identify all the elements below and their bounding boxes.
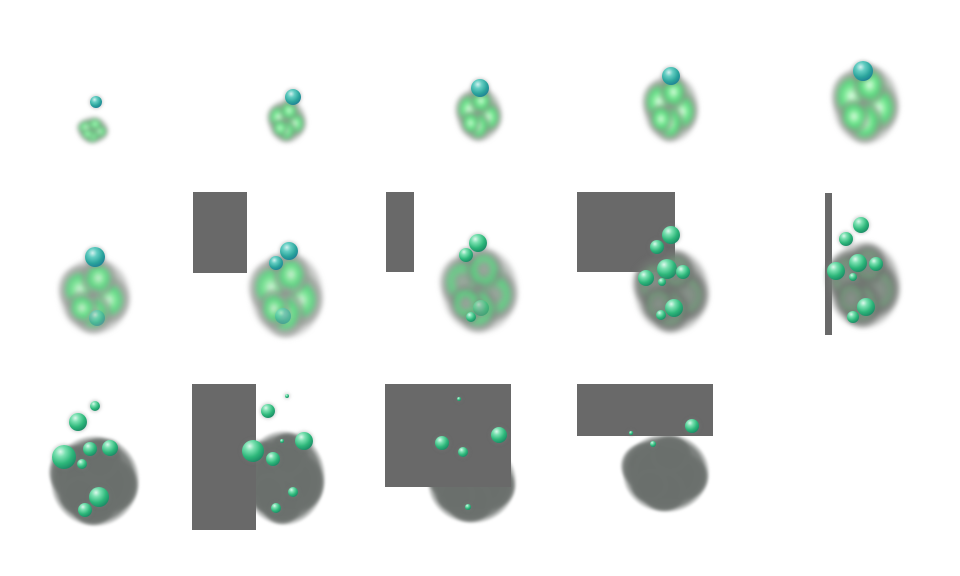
particle-ball xyxy=(471,79,489,97)
particle-ball xyxy=(869,257,883,271)
particle-ball xyxy=(271,503,281,513)
particle-ball xyxy=(656,310,666,320)
particle-ball xyxy=(83,442,97,456)
particle-ball xyxy=(52,445,76,469)
particle-ball xyxy=(458,447,468,457)
smoke-cloud xyxy=(829,62,901,146)
particle-ball xyxy=(89,310,105,326)
particle-ball xyxy=(266,452,280,466)
particle-ball xyxy=(90,96,102,108)
particle-ball xyxy=(77,459,87,469)
particle-ball xyxy=(465,504,471,510)
particle-ball xyxy=(638,270,654,286)
particle-ball xyxy=(857,298,875,316)
particle-ball xyxy=(288,487,298,497)
particle-ball xyxy=(853,61,873,81)
smoke-cloud xyxy=(438,245,520,335)
particle-ball xyxy=(90,401,100,411)
smoke-cloud xyxy=(266,98,307,144)
occluder-rect xyxy=(385,384,511,487)
particle-ball xyxy=(280,439,284,443)
particle-ball xyxy=(847,311,859,323)
smoke-cloud xyxy=(620,433,710,513)
particle-ball xyxy=(662,226,680,244)
particle-ball xyxy=(662,67,680,85)
occluder-rect xyxy=(386,192,414,272)
cloud-lobe xyxy=(80,127,95,141)
cloud-lobe xyxy=(459,109,482,136)
particle-ball xyxy=(69,413,87,431)
particle-ball xyxy=(285,89,301,105)
smoke-cloud xyxy=(247,250,325,340)
cloud-lobe xyxy=(250,470,289,514)
cloud-lobe xyxy=(838,97,870,136)
particle-ball xyxy=(85,247,105,267)
particle-ball xyxy=(89,487,109,507)
particle-ball xyxy=(491,427,507,443)
particle-ball xyxy=(469,234,487,252)
particle-ball xyxy=(665,299,683,317)
particle-ball xyxy=(676,265,690,279)
particle-ball xyxy=(473,300,489,316)
particle-ball xyxy=(78,503,92,517)
particle-ball xyxy=(685,419,699,433)
particle-ball xyxy=(261,404,275,418)
particle-ball xyxy=(285,394,289,398)
smoke-cloud xyxy=(824,240,902,330)
particle-ball xyxy=(102,440,118,456)
particle-ball xyxy=(269,256,283,270)
particle-ball xyxy=(629,431,633,435)
particle-ball xyxy=(466,312,476,322)
cloud-lobe xyxy=(647,102,674,135)
particle-ball xyxy=(295,432,313,450)
particle-ball xyxy=(657,259,677,279)
particle-ball xyxy=(435,436,449,450)
particle-ball xyxy=(650,441,656,447)
particle-ball xyxy=(839,232,853,246)
particle-ball xyxy=(849,273,857,281)
occluder-rect xyxy=(193,192,247,273)
particle-ball xyxy=(280,242,298,260)
particle-ball xyxy=(275,308,291,324)
particle-ball xyxy=(650,240,664,254)
smoke-cloud xyxy=(76,116,109,144)
cloud-lobe xyxy=(86,116,103,131)
cloud-lobe xyxy=(630,467,671,503)
particle-ball xyxy=(459,248,473,262)
particle-ball xyxy=(827,262,845,280)
particle-ball xyxy=(849,254,867,272)
particle-ball xyxy=(457,397,461,401)
particle-ball xyxy=(242,440,264,462)
cloud-lobe xyxy=(271,117,289,139)
particle-ball xyxy=(658,278,666,286)
particle-ball xyxy=(853,217,869,233)
